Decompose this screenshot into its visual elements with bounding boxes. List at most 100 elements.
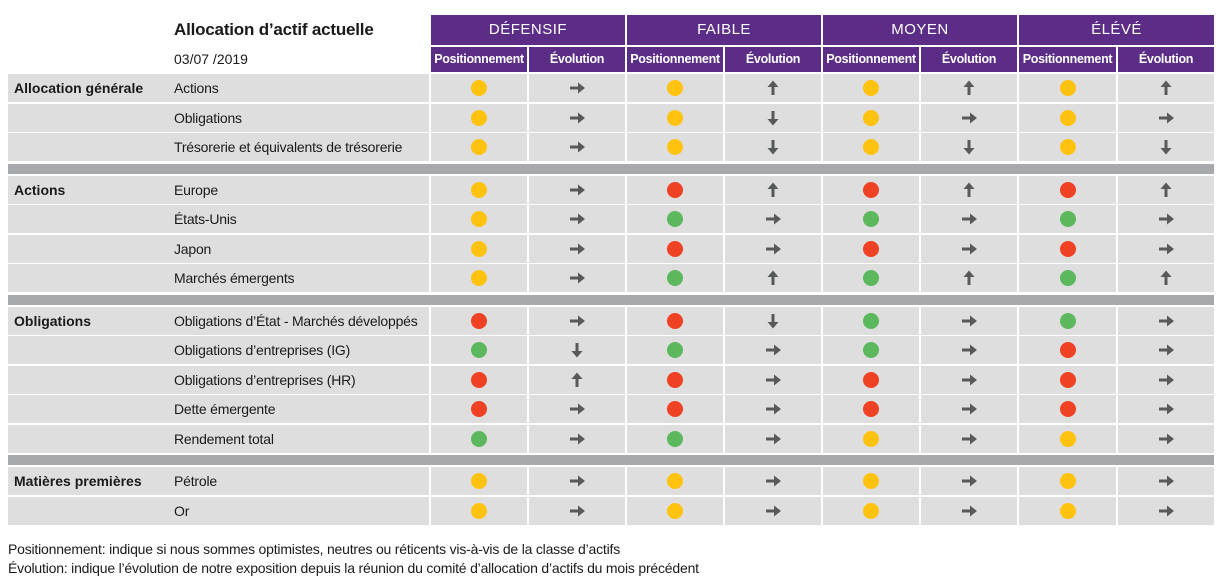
positionnement-cell xyxy=(431,264,527,292)
asset-class-label: Obligations d’entreprises (HR) xyxy=(174,371,356,388)
yellow-status-dot xyxy=(1059,473,1076,489)
yellow-status-dot xyxy=(471,270,487,286)
positionnement-cell xyxy=(627,365,723,394)
arrow-right-icon xyxy=(766,475,781,487)
positionnement-cell xyxy=(823,234,919,263)
positionnement-cell xyxy=(627,74,723,102)
evolution-header: Évolution xyxy=(1118,47,1214,72)
positionnement-cell xyxy=(823,74,919,102)
arrow-right-icon xyxy=(570,112,585,123)
arrow-right-icon xyxy=(962,505,977,516)
evolution-cell xyxy=(725,264,821,292)
arrow-right-icon xyxy=(570,433,585,444)
positionnement-cell xyxy=(823,365,919,394)
evolution-cell xyxy=(1118,395,1214,423)
yellow-status-dot xyxy=(863,473,879,489)
evolution-cell xyxy=(529,264,625,292)
row-label-cell xyxy=(8,395,429,423)
asset-class-label: Dette émergente xyxy=(174,401,276,417)
evolution-cell xyxy=(921,234,1017,263)
positionnement-cell xyxy=(823,175,919,204)
arrow-down-icon xyxy=(767,313,779,328)
arrow-right-icon xyxy=(570,505,585,516)
yellow-status-dot xyxy=(471,109,487,126)
row-label-cell xyxy=(8,234,429,263)
arrow-right-icon xyxy=(1159,475,1174,487)
row-label-cell xyxy=(8,74,429,102)
row-label-cell xyxy=(8,467,429,495)
risk-level-header: ÉLÉVÉ xyxy=(1019,15,1214,45)
asset-class-label: Rendement total xyxy=(174,430,274,447)
positionnement-cell xyxy=(627,264,723,292)
red-status-dot xyxy=(863,181,879,198)
row-label-cell xyxy=(8,103,429,132)
positionnement-cell xyxy=(431,306,527,335)
arrow-right-icon xyxy=(570,315,585,326)
evolution-header: Évolution xyxy=(921,47,1017,72)
positionnement-cell xyxy=(1019,424,1116,453)
evolution-cell xyxy=(529,467,625,495)
evolution-cell xyxy=(725,103,821,132)
asset-class-label: Actions xyxy=(174,80,219,96)
positionnement-cell xyxy=(627,175,723,204)
arrow-right-icon xyxy=(766,374,781,385)
evolution-cell xyxy=(921,103,1017,132)
green-status-dot xyxy=(863,211,879,227)
evolution-cell xyxy=(921,496,1017,525)
evolution-header: Évolution xyxy=(725,47,821,72)
arrow-up-icon xyxy=(1160,270,1172,285)
arrow-right-icon xyxy=(1159,344,1174,356)
group-separator xyxy=(8,163,1214,174)
risk-level-header: FAIBLE xyxy=(627,15,821,45)
row-label-cell xyxy=(8,496,429,525)
evolution-cell xyxy=(529,306,625,335)
asset-class-label: Obligations d’État - Marchés développés xyxy=(174,312,418,329)
positionnement-cell xyxy=(627,133,723,161)
evolution-cell xyxy=(529,103,625,132)
arrow-right-icon xyxy=(1159,505,1174,516)
evolution-cell xyxy=(921,175,1017,204)
yellow-status-dot xyxy=(471,80,487,96)
red-status-dot xyxy=(667,240,683,257)
positionnement-cell xyxy=(823,133,919,161)
positionnement-cell xyxy=(627,395,723,423)
evolution-cell xyxy=(1118,264,1214,292)
table-row: Matières premières Pétrole xyxy=(8,467,1214,495)
positionnement-cell xyxy=(431,395,527,423)
positionnement-cell xyxy=(627,103,723,132)
arrow-right-icon xyxy=(766,344,781,356)
asset-class-label: Or xyxy=(174,502,190,519)
positionnement-cell xyxy=(431,133,527,161)
arrow-right-icon xyxy=(962,344,977,356)
positionnement-cell xyxy=(823,395,919,423)
table-row: Or xyxy=(8,496,1214,525)
table-row: Rendement total xyxy=(8,424,1214,453)
green-status-dot xyxy=(863,342,879,358)
evolution-header: Évolution xyxy=(529,47,625,72)
evolution-cell xyxy=(921,74,1017,102)
arrow-right-icon xyxy=(766,433,781,444)
evolution-cell xyxy=(921,336,1017,364)
evolution-cell xyxy=(725,306,821,335)
arrow-right-icon xyxy=(570,184,585,195)
arrow-right-icon xyxy=(1159,315,1174,326)
yellow-status-dot xyxy=(667,109,683,126)
asset-class-label: Pétrole xyxy=(174,473,217,489)
group-label: Obligations xyxy=(14,312,91,329)
positionnement-cell xyxy=(1019,467,1116,495)
yellow-status-dot xyxy=(863,109,879,126)
evolution-cell xyxy=(725,74,821,102)
footnote-line: Évolution: indique l’évolution de notre … xyxy=(8,560,699,576)
evolution-cell xyxy=(921,365,1017,394)
arrow-right-icon xyxy=(570,272,585,284)
arrow-right-icon xyxy=(1159,112,1174,123)
arrow-up-icon xyxy=(963,270,975,285)
arrow-up-icon xyxy=(1160,182,1172,197)
table-row: Obligations d’entreprises (HR) xyxy=(8,365,1214,394)
evolution-cell xyxy=(921,264,1017,292)
group-label: Allocation générale xyxy=(14,80,144,96)
arrow-up-icon xyxy=(571,372,583,387)
positionnement-cell xyxy=(823,306,919,335)
positionnement-cell xyxy=(431,496,527,525)
table-row: Actions Europe xyxy=(8,175,1214,204)
